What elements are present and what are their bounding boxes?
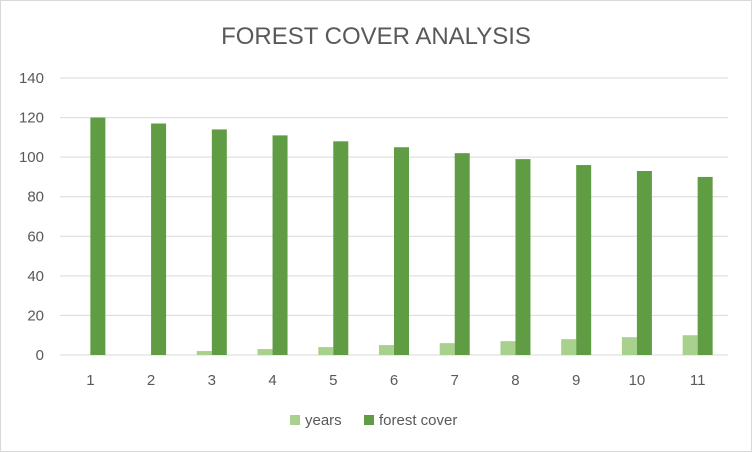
bar-years bbox=[561, 339, 577, 355]
y-tick-label: 100 bbox=[19, 149, 44, 166]
legend-swatch-years bbox=[290, 415, 300, 425]
x-tick-label: 1 bbox=[86, 372, 94, 389]
bar-years bbox=[318, 347, 334, 355]
legend-label: forest cover bbox=[379, 412, 457, 429]
bar-forest-cover bbox=[454, 153, 470, 355]
x-tick-label: 3 bbox=[208, 372, 216, 389]
y-tick-label: 0 bbox=[36, 347, 44, 364]
x-tick-label: 9 bbox=[572, 372, 580, 389]
bar-forest-cover bbox=[576, 165, 592, 355]
bar-forest-cover bbox=[333, 141, 349, 355]
x-axis-ticks: 1 2 3 4 5 6 7 8 9 10 11 bbox=[86, 372, 705, 389]
y-tick-label: 140 bbox=[19, 70, 44, 87]
x-tick-label: 10 bbox=[629, 372, 646, 389]
y-axis-ticks: 0 20 40 60 80 100 120 140 bbox=[19, 70, 44, 364]
bar-forest-cover bbox=[394, 147, 409, 355]
x-tick-label: 5 bbox=[329, 372, 337, 389]
y-tick-label: 120 bbox=[19, 110, 44, 127]
bar-years bbox=[379, 345, 394, 355]
bars bbox=[90, 117, 713, 355]
bar-forest-cover bbox=[515, 159, 531, 355]
bar-years bbox=[196, 351, 212, 355]
chart-title: FOREST COVER ANALYSIS bbox=[221, 23, 531, 50]
bar-years bbox=[439, 343, 455, 355]
bar-years bbox=[682, 335, 698, 355]
y-tick-label: 20 bbox=[27, 307, 44, 324]
bar-years bbox=[621, 337, 637, 355]
bar-forest-cover bbox=[697, 176, 713, 355]
bar-forest-cover bbox=[151, 123, 167, 355]
bar-forest-cover bbox=[636, 170, 652, 355]
x-tick-label: 11 bbox=[690, 372, 706, 389]
x-tick-label: 7 bbox=[451, 372, 459, 389]
legend-swatch-forest-cover bbox=[364, 415, 374, 425]
legend-label: years bbox=[305, 412, 342, 429]
bar-years bbox=[257, 349, 273, 355]
x-tick-label: 6 bbox=[390, 372, 398, 389]
bar-forest-cover bbox=[211, 129, 227, 355]
bar-forest-cover bbox=[272, 135, 288, 355]
x-tick-label: 8 bbox=[511, 372, 519, 389]
bar-forest-cover bbox=[90, 117, 106, 355]
x-tick-label: 4 bbox=[268, 372, 276, 389]
x-tick-label: 2 bbox=[147, 372, 155, 389]
bar-years bbox=[500, 341, 516, 355]
legend: years forest cover bbox=[290, 412, 457, 429]
y-tick-label: 40 bbox=[27, 268, 44, 285]
y-tick-label: 80 bbox=[27, 189, 44, 206]
y-tick-label: 60 bbox=[27, 228, 44, 245]
